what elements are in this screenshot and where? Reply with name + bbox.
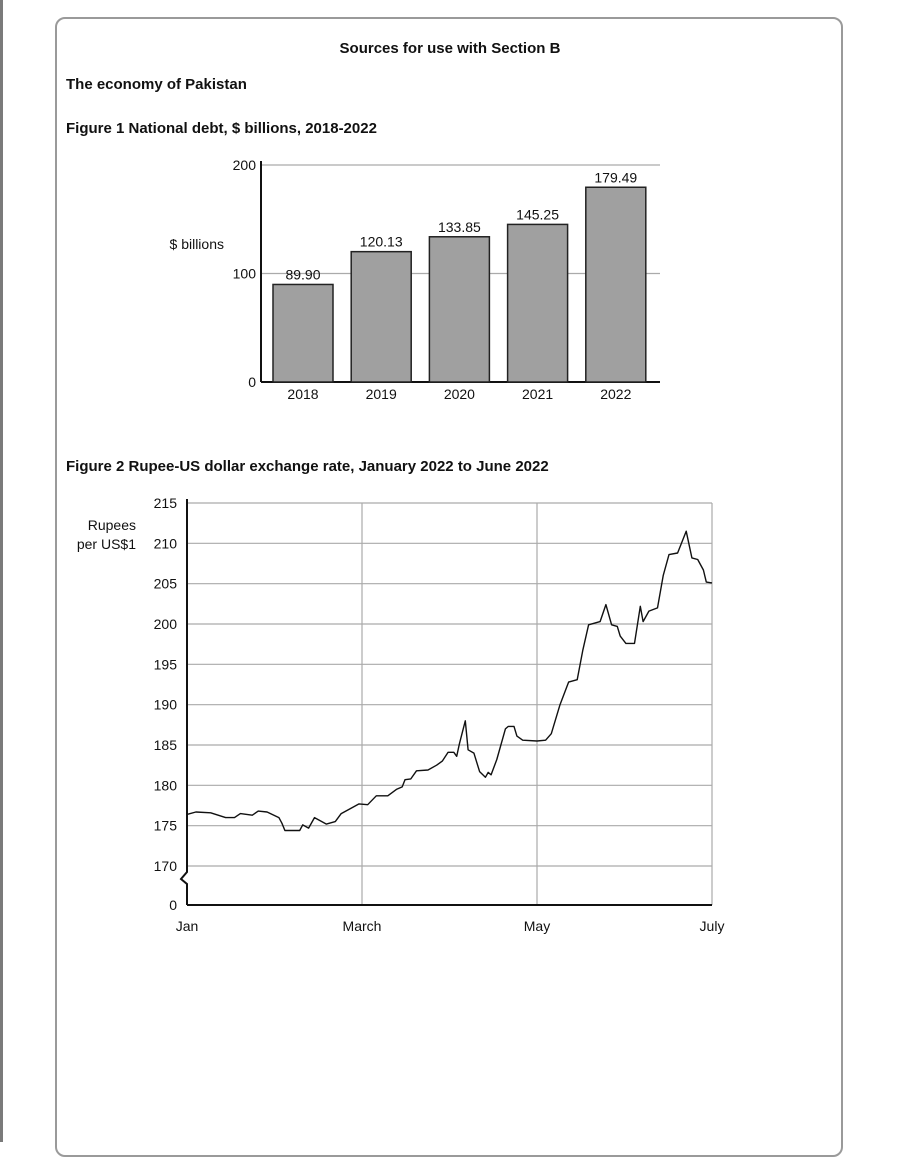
bar-x-tick-label: 2022 xyxy=(600,386,631,402)
bar-data-label: 89.90 xyxy=(285,266,320,282)
figure2-title: Figure 2 Rupee-US dollar exchange rate, … xyxy=(66,458,549,475)
line-y-tick-label: 205 xyxy=(154,576,178,592)
bar-2022 xyxy=(585,186,647,383)
line-y-tick-label: 180 xyxy=(154,777,178,793)
line-y-tick-label: 190 xyxy=(154,697,178,713)
line-y-label-2: per US$1 xyxy=(77,536,136,552)
bar-data-label: 145.25 xyxy=(516,206,559,222)
line-y-tick-label: 170 xyxy=(154,858,178,874)
line-y-tick-label: 185 xyxy=(154,737,178,753)
bar-data-label: 179.49 xyxy=(594,169,637,185)
bar-data-label: 120.13 xyxy=(360,234,403,250)
bar-x-tick-label: 2018 xyxy=(287,386,318,402)
page-edge xyxy=(0,0,3,1142)
line-chart: Rupees per US$1 0 170 175 180 185 190 195 200 20… xyxy=(77,495,725,934)
bar-y-tick-label: 200 xyxy=(233,157,257,173)
bar-2020 xyxy=(428,236,491,383)
bar-x-tick-label: 2021 xyxy=(522,386,553,402)
line-y-tick-label: 200 xyxy=(154,616,178,632)
line-y-tick-label: 210 xyxy=(154,535,178,551)
bar-2018 xyxy=(272,283,334,383)
section-title: The economy of Pakistan xyxy=(66,76,247,93)
line-y-label-1: Rupees xyxy=(88,517,136,533)
bar-y-tick-label: 100 xyxy=(233,266,257,282)
page-header: Sources for use with Section B xyxy=(340,40,561,57)
exchange-rate-line xyxy=(186,530,713,832)
figure1-title: Figure 1 National debt, $ billions, 2018… xyxy=(66,120,377,137)
bar-x-tick-label: 2019 xyxy=(366,386,397,402)
line-x-tick-label: Jan xyxy=(176,918,199,934)
bar-data-label: 133.85 xyxy=(438,219,481,235)
bar-y-tick-label: 0 xyxy=(248,374,256,390)
bar-y-label: $ billions xyxy=(170,236,224,252)
line-y-axis-with-break xyxy=(179,499,188,905)
bar-2019 xyxy=(350,250,412,383)
bar-2021 xyxy=(506,223,569,383)
line-x-tick-label: March xyxy=(343,918,382,934)
line-y-tick-label: 215 xyxy=(154,495,178,511)
line-y-tick-label: 195 xyxy=(154,656,178,672)
line-x-tick-label: July xyxy=(700,918,725,934)
line-y-tick-label: 175 xyxy=(154,818,178,834)
bar-chart: $ billions 0 100 200 89.90 120.13 133.85 145.… xyxy=(170,157,660,402)
bar-x-tick-label: 2020 xyxy=(444,386,475,402)
line-x-tick-label: May xyxy=(524,918,550,934)
line-y-tick-label: 0 xyxy=(169,897,177,913)
